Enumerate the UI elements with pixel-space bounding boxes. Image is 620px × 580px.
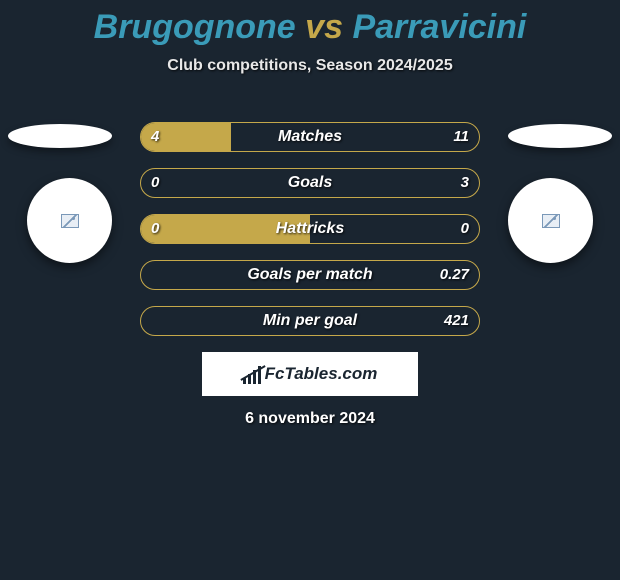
subtitle: Club competitions, Season 2024/2025 [0,57,620,75]
stat-label: Min per goal [141,307,479,335]
stat-label: Hattricks [141,215,479,243]
date-label: 6 november 2024 [0,410,620,428]
stat-right-value: 3 [461,169,469,197]
stat-row: 0Hattricks0 [140,214,480,244]
stat-row: Goals per match0.27 [140,260,480,290]
stat-right-value: 0 [461,215,469,243]
logo-icon [243,364,261,384]
branding-badge: FcTables.com [202,352,418,396]
player1-shadow-ellipse [8,124,112,148]
stat-label: Goals [141,169,479,197]
stat-right-value: 11 [453,123,469,151]
page-title: Brugognone vs Parravicini [0,0,620,47]
player2-shadow-ellipse [508,124,612,148]
stat-row: 0Goals3 [140,168,480,198]
stat-right-value: 0.27 [440,261,469,289]
stat-label: Matches [141,123,479,151]
player1-name: Brugognone [94,8,296,46]
player2-avatar [508,178,593,263]
player1-avatar [27,178,112,263]
stat-label: Goals per match [141,261,479,289]
stat-right-value: 421 [444,307,469,335]
stat-row: 4Matches11 [140,122,480,152]
vs-label: vs [305,8,343,46]
branding-text: FcTables.com [265,364,378,384]
placeholder-image-icon [61,214,79,228]
comparison-card: Brugognone vs Parravicini Club competiti… [0,0,620,580]
placeholder-image-icon [542,214,560,228]
player2-name: Parravicini [352,8,526,46]
stats-panel: 4Matches110Goals30Hattricks0Goals per ma… [140,122,480,352]
stat-row: Min per goal421 [140,306,480,336]
